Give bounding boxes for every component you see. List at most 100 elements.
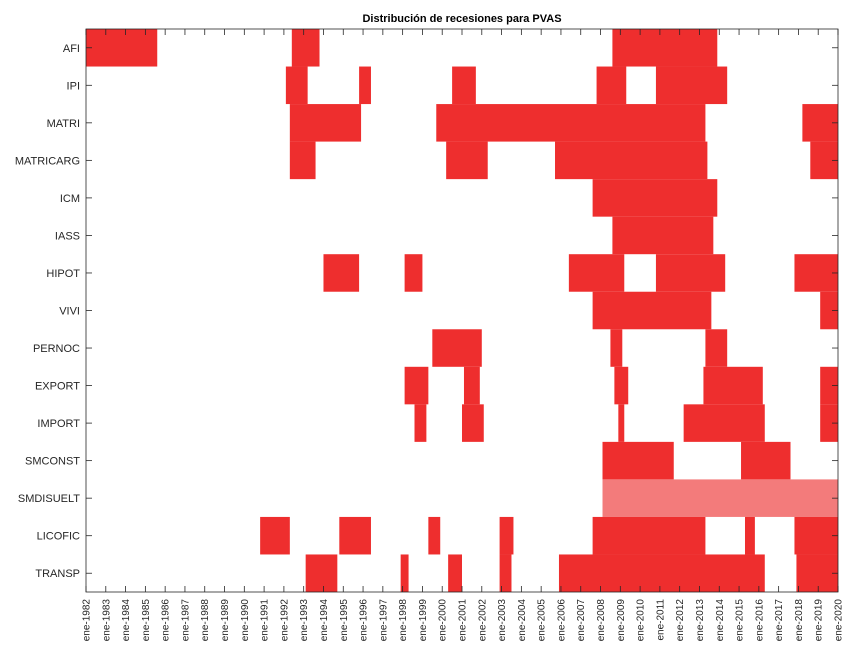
recession-bar (705, 329, 728, 367)
y-tick-label: ICM (60, 193, 80, 205)
recession-bar (612, 216, 714, 255)
recession-bar (592, 291, 712, 330)
y-tick-label: IMPORT (37, 418, 80, 430)
x-tick-label: ene-1988 (200, 599, 211, 642)
x-tick-label: ene-1983 (101, 599, 112, 642)
recession-bar (448, 554, 462, 592)
recession-bar (602, 479, 838, 517)
x-tick-label: ene-1992 (279, 599, 290, 642)
x-tick-label: ene-2011 (655, 599, 666, 641)
recession-bar (796, 554, 838, 592)
x-tick-label: ene-1994 (319, 599, 330, 642)
y-tick-label: AFI (63, 43, 80, 55)
x-tick-label: ene-2018 (794, 599, 805, 642)
y-tick-label: MATRICARG (15, 155, 80, 167)
x-tick-label: ene-2019 (814, 599, 825, 642)
y-tick-label: MATRI (47, 118, 80, 130)
x-tick-label: ene-2020 (834, 599, 842, 642)
x-tick-label: ene-2005 (537, 599, 548, 642)
y-tick-label: LICOFIC (37, 531, 80, 543)
y-tick-label: IPI (67, 80, 80, 92)
recession-bar (655, 254, 726, 292)
recession-bar (452, 66, 476, 105)
x-tick-label: ene-2002 (477, 599, 488, 642)
recession-bar (499, 554, 512, 592)
x-tick-label: ene-1987 (180, 599, 191, 642)
x-tick-label: ene-2015 (735, 599, 746, 642)
recession-bar (436, 104, 706, 142)
x-tick-label: ene-1993 (299, 599, 310, 642)
recession-bar (820, 366, 838, 405)
y-tick-label: PERNOC (33, 343, 80, 355)
recession-bar (820, 291, 838, 330)
y-axis: AFI IPI MATRI MATRICARG ICM IASS HIPOT VIVI PERN… (15, 43, 838, 580)
x-tick-label: ene-2012 (675, 599, 686, 642)
recession-bar (592, 516, 706, 555)
recession-bar (305, 554, 338, 592)
x-tick-label: ene-2014 (715, 599, 726, 642)
recession-bar (741, 441, 791, 480)
recession-bar (359, 66, 371, 105)
x-tick-label: ene-2008 (596, 599, 607, 642)
recession-bar (614, 366, 629, 405)
x-axis: ene-1982 ene-1983 ene-1984 ene-1985 ene-1986… (82, 29, 842, 641)
x-tick-label: ene-2001 (458, 599, 469, 642)
x-tick-label: ene-2003 (497, 599, 508, 642)
x-tick-label: ene-2017 (774, 599, 785, 642)
x-tick-label: ene-1996 (359, 599, 370, 642)
recession-bar (446, 141, 488, 180)
recession-bar (555, 141, 708, 180)
recession-bar (285, 66, 308, 105)
recession-bar (558, 554, 765, 592)
x-tick-label: ene-1990 (240, 599, 251, 642)
x-tick-label: ene-1986 (161, 599, 172, 642)
recession-bar (463, 366, 480, 405)
recession-bar (618, 404, 625, 442)
x-tick-label: ene-1999 (418, 599, 429, 642)
recession-bar (744, 516, 755, 555)
y-tick-label: EXPORT (35, 381, 80, 393)
recession-bar (602, 441, 674, 480)
x-tick-label: ene-1991 (260, 599, 271, 642)
recession-bar (323, 254, 360, 292)
x-tick-label: ene-1982 (82, 599, 93, 642)
x-tick-label: ene-2000 (438, 599, 449, 642)
recession-bar (683, 404, 765, 442)
recession-bar (499, 516, 514, 555)
y-tick-label: TRANSP (35, 568, 80, 580)
recession-bar (404, 366, 429, 405)
x-tick-label: ene-2016 (754, 599, 765, 642)
recession-bar (339, 516, 371, 555)
recession-bar (428, 516, 441, 555)
recession-bar (612, 29, 718, 67)
y-tick-label: IASS (55, 230, 80, 242)
recession-bar (400, 554, 409, 592)
recession-bar (432, 329, 482, 367)
x-tick-label: ene-1998 (398, 599, 409, 642)
recession-bar (289, 141, 316, 180)
y-tick-label: SMDISUELT (18, 493, 80, 505)
recession-bar (462, 404, 484, 442)
x-tick-label: ene-2009 (616, 599, 627, 642)
recession-bars (86, 29, 838, 592)
chart-title: Distribución de recesiones para PVAS (362, 13, 561, 25)
recession-bar (404, 254, 423, 292)
recession-bar (289, 104, 362, 142)
x-tick-label: ene-2010 (636, 599, 647, 642)
x-tick-label: ene-2013 (695, 599, 706, 642)
x-tick-label: ene-2007 (576, 599, 587, 642)
recession-bar (703, 366, 763, 405)
recession-bar (655, 66, 728, 105)
recession-bar (86, 29, 158, 67)
x-tick-label: ene-1995 (339, 599, 350, 642)
x-tick-label: ene-2006 (556, 599, 567, 642)
recession-bar (794, 516, 838, 555)
x-tick-label: ene-1984 (121, 599, 132, 642)
x-tick-label: ene-1989 (220, 599, 231, 642)
recession-bar (610, 329, 623, 367)
x-tick-label: ene-2004 (517, 599, 528, 642)
recession-bar (414, 404, 427, 442)
y-tick-label: HIPOT (46, 268, 80, 280)
x-tick-label: ene-1985 (141, 599, 152, 642)
